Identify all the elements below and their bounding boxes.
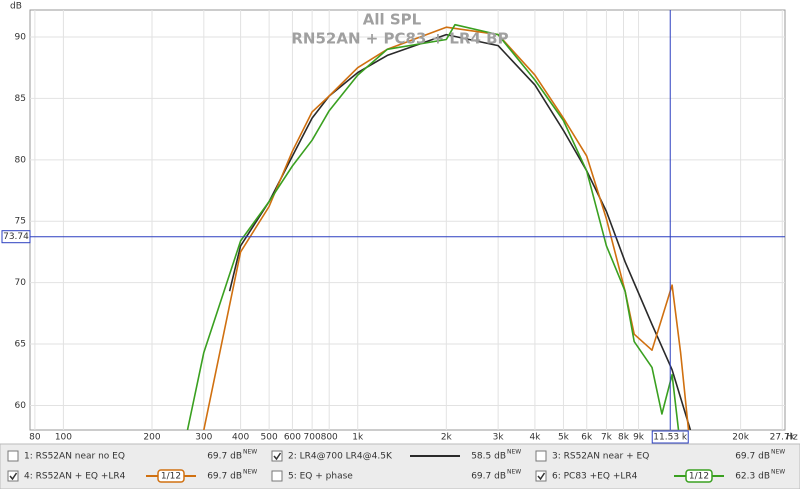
x-tick-label: 6k: [581, 433, 593, 443]
legend-level: 69.7 dB: [471, 472, 506, 482]
chart-title: All SPL: [363, 11, 422, 29]
legend-check: [9, 472, 18, 481]
y-unit: dB: [10, 2, 22, 12]
legend-badge: NEW: [243, 469, 257, 476]
y-tick-label: 80: [15, 155, 27, 165]
x-tick-label: 200: [143, 433, 160, 443]
x-tick-label: 100: [55, 433, 72, 443]
chart-subtitle: RN52AN + PC83 + LR4 BP: [291, 30, 508, 48]
legend-badge: NEW: [243, 449, 257, 456]
cursor-x-box: [651, 430, 689, 444]
series-line: [186, 23, 680, 430]
legend-checkbox[interactable]: [7, 470, 19, 482]
x-tick-label: 800: [321, 433, 338, 443]
legend-level: 62.3 dB: [735, 472, 770, 482]
series-line: [228, 33, 692, 430]
y-tick-label: 65: [15, 340, 26, 350]
x-tick-label: 5k: [558, 433, 570, 443]
x-tick-label: 4k: [529, 433, 541, 443]
x-tick-label: 500: [261, 433, 278, 443]
legend-name: 1: RS52AN near no EQ: [24, 452, 125, 462]
smoothing-label: 1/12: [689, 472, 709, 482]
smoothing-label: 1/12: [161, 472, 181, 482]
legend-name: 5: EQ + phase: [288, 472, 353, 482]
x-tick-label: 400: [232, 433, 249, 443]
legend-name: 3: RS52AN near + EQ: [552, 452, 649, 462]
x-tick-label: 300: [195, 433, 212, 443]
series-line: [203, 26, 690, 430]
legend-check: [273, 452, 282, 461]
x-tick-label: 700: [304, 433, 321, 443]
legend-check: [537, 472, 546, 481]
legend-name: 2: LR4@700 LR4@4.5K: [288, 452, 393, 462]
legend-checkbox[interactable]: [7, 450, 19, 462]
curves: [186, 23, 692, 430]
y-tick-label: 60: [15, 401, 27, 411]
legend-level: 69.7 dB: [207, 472, 242, 482]
plot-area: [29, 9, 786, 431]
cursor: 73.74 11.53 k: [1, 10, 785, 444]
grid: 60 65 70 75 80 85 90 80 100 200 300 400 500 600 700 800…: [15, 10, 796, 443]
legend-checkbox[interactable]: [535, 450, 547, 462]
legend-checkbox[interactable]: [271, 470, 283, 482]
x-tick-label: 80: [29, 433, 41, 443]
x-unit: Hz: [786, 433, 798, 443]
legend-level: 58.5 dB: [471, 452, 506, 462]
legend-name: 6: PC83 +EQ +LR4: [552, 472, 638, 482]
cursor-y-box: [1, 230, 31, 244]
x-tick-label: 7k: [601, 433, 613, 443]
x-tick-label: 1k: [352, 433, 364, 443]
y-tick-label: 75: [15, 217, 26, 227]
legend-badge: NEW: [771, 449, 785, 456]
y-tick-label: 85: [15, 94, 26, 104]
x-tick-label: 8k: [618, 433, 630, 443]
legend-badge: NEW: [507, 469, 521, 476]
legend-level: 69.7 dB: [735, 452, 770, 462]
legend-badge: NEW: [771, 469, 785, 476]
legend-panel: [0, 443, 800, 490]
legend-name: 4: RS52AN + EQ +LR4: [24, 472, 126, 482]
x-tick-label: 20k: [732, 433, 749, 443]
x-tick-label: 2k: [441, 433, 453, 443]
legend-badge: NEW: [507, 449, 521, 456]
smoothing-box[interactable]: [157, 469, 185, 483]
cursor-y-label: 73.74: [3, 232, 29, 242]
legend-checkbox[interactable]: [271, 450, 283, 462]
cursor-x-label: 11.53 k: [653, 433, 688, 443]
y-tick-label: 70: [15, 278, 27, 288]
x-tick-label: 9k: [633, 433, 645, 443]
legend: 1: RS52AN near no EQ 69.7 dB NEW 2: LR4@700…: [7, 449, 785, 483]
smoothing-box[interactable]: [685, 469, 713, 483]
legend-checkbox[interactable]: [535, 470, 547, 482]
x-tick-label: 27.7k: [770, 433, 796, 443]
y-tick-label: 90: [15, 33, 27, 43]
legend-level: 69.7 dB: [207, 452, 242, 462]
x-tick-label: 600: [284, 433, 301, 443]
x-tick-label: 3k: [493, 433, 505, 443]
